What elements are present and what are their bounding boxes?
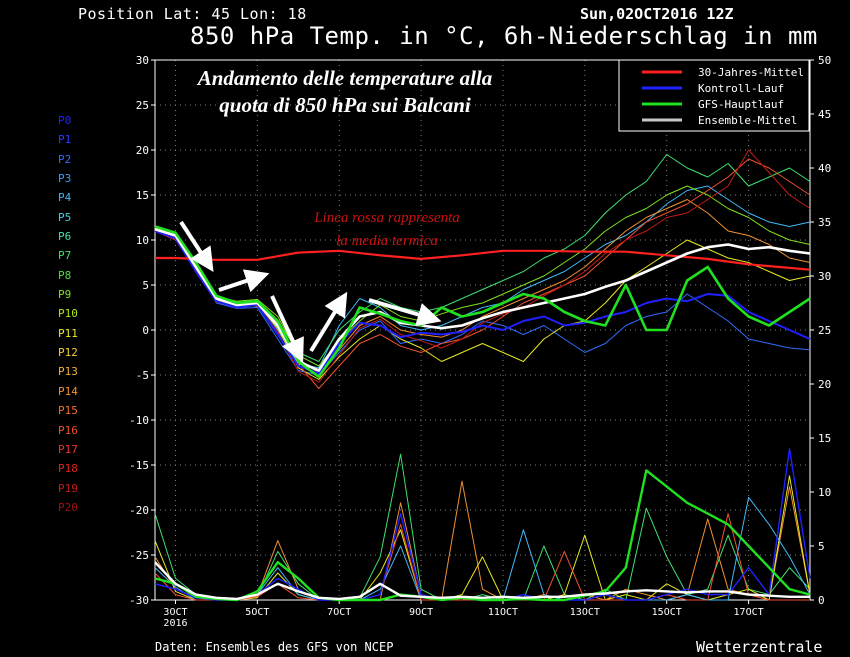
x-tick-label: 13OCT	[570, 607, 600, 618]
member-label: P0	[58, 114, 72, 127]
y-right-tick-label: 10	[818, 486, 831, 499]
x-tick-label: 11OCT	[488, 607, 518, 618]
trend-arrow-3	[270, 295, 304, 363]
x-tick-label: 17OCT	[734, 607, 764, 618]
member-label: P5	[58, 210, 72, 224]
y-right-tick-label: 25	[818, 324, 831, 337]
brand-label: Wetterzentrale	[696, 638, 823, 656]
temp-ensemble-mittel-line	[154, 227, 811, 372]
trend-arrow-4	[309, 291, 348, 353]
position-label: Position Lat: 45 Lon: 18	[78, 5, 307, 23]
temp-kontroll-lauf-line	[154, 230, 811, 375]
legend-label: GFS-Hauptlauf	[698, 98, 784, 111]
red-line-note-line1: Linea rossa rappresenta	[313, 210, 460, 226]
x-tick-label: 5OCT	[245, 607, 269, 618]
temp-member-line	[154, 199, 811, 374]
member-label: P17	[58, 442, 78, 456]
legend-label: 30-Jahres-Mittel	[698, 66, 804, 79]
member-label: P14	[58, 384, 78, 398]
overlay-title-line1: Andamento delle temperature alla	[196, 66, 493, 90]
y-right-tick-label: 5	[818, 540, 825, 553]
legend-label: Ensemble-Mittel	[698, 114, 797, 127]
trend-arrow-5	[368, 298, 442, 327]
member-label: P7	[58, 249, 72, 263]
member-label: P2	[58, 152, 72, 166]
axes: 302520151050-5-10-15-20-25-3050454035302…	[129, 54, 831, 629]
y-left-tick-label: 30	[136, 54, 149, 67]
red-line-note-line2: la media termica	[336, 233, 438, 249]
y-left-tick-label: 25	[136, 99, 149, 112]
member-label: P16	[58, 423, 78, 437]
precipitation-series	[154, 448, 811, 602]
member-label: P18	[58, 462, 78, 476]
precip-member-line	[154, 453, 811, 601]
temperature-series	[154, 149, 811, 389]
run-datetime: Sun,02OCT2016 12Z	[580, 5, 734, 23]
member-label: P12	[58, 346, 78, 360]
trend-arrow-1	[179, 220, 214, 273]
y-left-tick-label: -20	[129, 504, 149, 517]
member-label: P19	[58, 481, 78, 495]
member-label: P3	[58, 172, 72, 186]
legend: 30-Jahres-Mittel Kontroll-Lauf GFS-Hauptla…	[618, 59, 810, 132]
y-right-tick-label: 15	[818, 432, 831, 445]
temp-member-line	[154, 149, 811, 383]
y-left-tick-label: -5	[136, 369, 149, 382]
y-left-tick-label: -30	[129, 594, 149, 607]
y-right-tick-label: 30	[818, 270, 831, 283]
y-right-tick-label: 50	[818, 54, 831, 67]
member-label: P15	[58, 404, 78, 418]
x-tick-label: 9OCT	[409, 607, 433, 618]
member-label: P20	[58, 500, 78, 514]
temp-member-line	[154, 230, 811, 376]
temp-member-line	[154, 185, 811, 367]
chart-title: 850 hPa Temp. in °C, 6h-Niederschlag in …	[190, 22, 818, 50]
x-tick-label: 7OCT	[327, 607, 351, 618]
overlay-title-line2: quota di 850 hPa sui Balcani	[219, 93, 471, 117]
member-label: P11	[58, 326, 78, 340]
y-left-tick-label: 20	[136, 144, 149, 157]
y-right-tick-label: 0	[818, 594, 825, 607]
y-left-tick-label: 10	[136, 234, 149, 247]
precip-gfs-hauptlauf-line	[154, 469, 811, 602]
member-label: P10	[58, 307, 78, 321]
y-left-tick-label: -10	[129, 414, 149, 427]
y-left-tick-label: 5	[142, 279, 149, 292]
y-right-tick-label: 45	[818, 108, 831, 121]
y-left-tick-label: 15	[136, 189, 149, 202]
member-label: P9	[58, 288, 72, 302]
precip-member-line	[154, 480, 811, 601]
legend-label: Kontroll-Lauf	[698, 82, 784, 95]
member-label: P8	[58, 268, 72, 282]
trend-arrow-2	[218, 269, 270, 293]
y-left-tick-label: -25	[129, 549, 149, 562]
y-left-tick-label: -15	[129, 459, 149, 472]
y-right-tick-label: 35	[818, 216, 831, 229]
trend-arrows	[179, 220, 442, 363]
member-label: P13	[58, 365, 78, 379]
member-label: P1	[58, 133, 72, 147]
ensemble-member-list: P0 P1 P2 P3 P4 P5 P6 P7 P8 P9 P10 P11 P12 P13 P14 P15 P1…	[58, 111, 98, 517]
data-source: Daten: Ensembles des GFS von NCEP	[155, 640, 394, 654]
precip-ensemble-mittel-line	[154, 561, 810, 601]
temp-30-jahres-mittel-line	[155, 249, 811, 271]
temp-gfs-hauptlauf-line	[154, 225, 811, 379]
member-label: P6	[58, 230, 72, 244]
x-tick-label: 15OCT	[652, 607, 682, 618]
y-left-tick-label: 0	[142, 324, 149, 337]
member-label: P4	[58, 191, 72, 205]
x-tick-year-label: 2016	[163, 618, 187, 629]
y-right-tick-label: 20	[818, 378, 831, 391]
y-right-tick-label: 40	[818, 162, 831, 175]
x-tick-label: 3OCT	[163, 607, 187, 618]
